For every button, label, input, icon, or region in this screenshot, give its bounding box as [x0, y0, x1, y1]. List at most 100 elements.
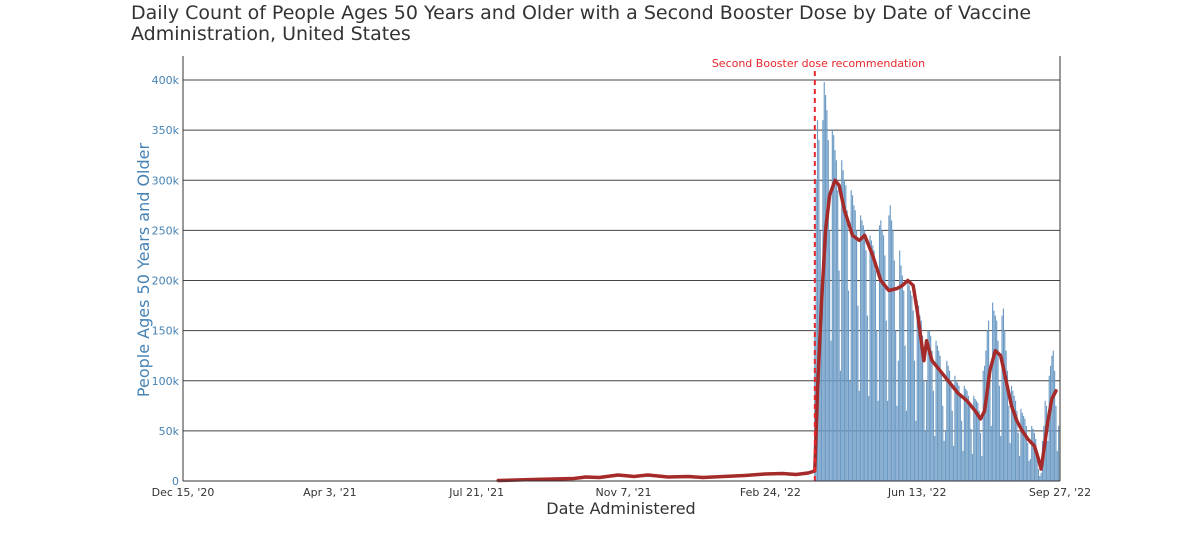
daily-bar — [899, 250, 901, 481]
daily-bar — [874, 270, 877, 481]
daily-bar — [967, 395, 969, 481]
daily-bar — [816, 120, 819, 482]
daily-bar — [992, 302, 994, 481]
daily-bar — [851, 195, 854, 482]
daily-bar — [864, 230, 866, 481]
daily-bar — [1014, 400, 1017, 481]
daily-bar — [997, 340, 999, 481]
daily-bar — [907, 280, 909, 481]
daily-bar — [965, 388, 967, 481]
daily-bar — [857, 305, 859, 481]
daily-bar — [912, 310, 914, 481]
daily-bar — [917, 305, 920, 481]
daily-bar — [1013, 395, 1015, 481]
daily-bar — [996, 320, 998, 481]
daily-bar — [919, 315, 921, 481]
daily-bar — [850, 190, 852, 482]
daily-bar — [971, 453, 974, 481]
grid-lines — [183, 79, 1060, 432]
daily-bar — [872, 245, 874, 481]
daily-bar — [983, 365, 986, 481]
daily-bar — [962, 450, 964, 481]
daily-bar — [815, 180, 817, 482]
y-tick-label: 350k — [152, 124, 180, 137]
x-tick-label: Feb 24, '22 — [740, 486, 801, 499]
daily-bar — [934, 435, 936, 481]
daily-bar — [820, 330, 823, 481]
daily-bar — [1055, 405, 1057, 481]
daily-bar — [986, 330, 988, 481]
daily-bar — [1020, 408, 1022, 481]
daily-bar — [1021, 412, 1023, 481]
daily-bar — [1023, 415, 1025, 481]
daily-bar — [1054, 370, 1056, 481]
daily-bar — [939, 355, 941, 481]
daily-bar — [825, 95, 827, 481]
daily-bar — [829, 230, 831, 481]
axes — [182, 56, 1061, 482]
daily-bar — [860, 215, 862, 481]
daily-bar — [981, 455, 983, 481]
daily-bar — [893, 260, 895, 481]
daily-bar — [838, 270, 840, 481]
daily-bar — [951, 410, 953, 481]
daily-bar — [922, 335, 924, 481]
daily-bar — [993, 310, 995, 481]
daily-bar — [861, 220, 863, 481]
daily-bar — [911, 295, 913, 481]
daily-bar — [927, 330, 929, 481]
y-tick-label: 300k — [152, 174, 180, 187]
daily-bar — [978, 410, 980, 481]
daily-bar — [926, 380, 928, 481]
daily-bar — [901, 275, 903, 481]
daily-bar — [835, 160, 837, 481]
daily-bar — [908, 285, 910, 481]
daily-bar — [928, 330, 930, 481]
daily-bar — [839, 370, 841, 481]
daily-bar — [880, 220, 882, 481]
daily-bar — [1035, 438, 1037, 481]
x-tick-labels: Dec 15, '20 Apr 3, '21 Jul 21, '21 Nov 7, '… — [152, 486, 1092, 499]
average-line-group — [496, 178, 1058, 483]
daily-bar — [882, 235, 885, 481]
daily-bar — [1047, 440, 1049, 481]
daily-bar — [849, 380, 851, 481]
daily-bar — [935, 340, 937, 481]
daily-bar — [1032, 428, 1034, 481]
daily-bar — [1028, 460, 1030, 481]
daily-bar — [854, 210, 856, 481]
daily-bar — [1016, 410, 1018, 481]
daily-bar — [924, 430, 926, 481]
daily-bar — [905, 410, 907, 481]
daily-bar — [870, 240, 872, 481]
daily-bar — [974, 398, 976, 481]
daily-bar — [1008, 405, 1010, 481]
daily-bar — [1058, 425, 1060, 481]
x-tick-label: Jul 21, '21 — [448, 486, 504, 499]
daily-bar — [989, 370, 991, 481]
daily-bar — [936, 345, 938, 481]
daily-bar — [1019, 455, 1021, 481]
daily-bar — [868, 395, 870, 481]
daily-bar — [1027, 442, 1029, 481]
daily-bar — [873, 250, 875, 481]
y-tick-labels: 0 50k 100k 150k 200k 250k 300k 350k 400k — [152, 74, 180, 488]
daily-bar — [843, 180, 846, 482]
daily-bar — [994, 315, 996, 481]
y-tick-label: 100k — [152, 375, 180, 388]
daily-bar — [961, 420, 963, 481]
daily-bar — [831, 130, 833, 481]
daily-bar — [900, 265, 902, 481]
daily-bar — [909, 290, 912, 481]
daily-bar — [1029, 458, 1031, 481]
daily-bar — [892, 230, 894, 481]
y-axis-label: People Ages 50 Years and Older — [134, 143, 153, 398]
daily-bar — [1039, 475, 1041, 481]
daily-bar — [948, 370, 951, 481]
daily-bar — [869, 235, 871, 481]
daily-bar — [1001, 315, 1003, 481]
daily-bar — [833, 135, 835, 481]
daily-bar — [957, 382, 959, 481]
daily-bar — [858, 390, 860, 481]
